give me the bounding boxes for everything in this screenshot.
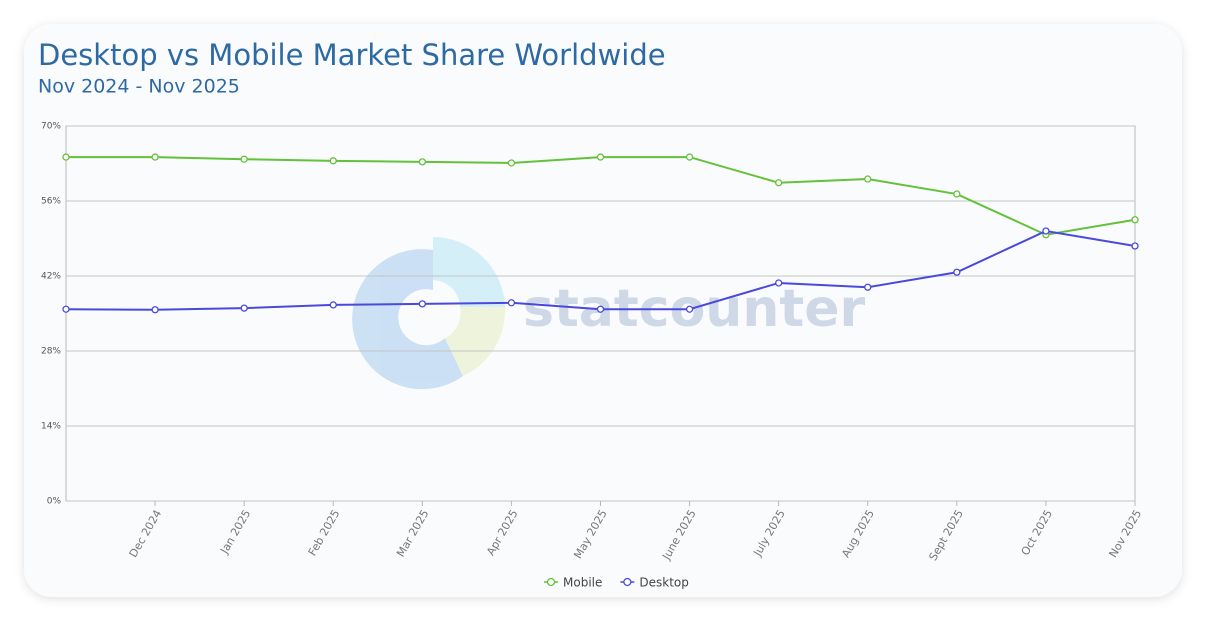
data-point <box>953 268 961 276</box>
y-tick-label: 56% <box>41 197 61 207</box>
watermark-logo <box>352 236 506 390</box>
data-point <box>1042 227 1050 235</box>
y-tick-label: 42% <box>41 272 61 282</box>
y-tick-label: 14% <box>41 422 61 432</box>
y-tick-label: 28% <box>41 347 61 357</box>
data-point <box>775 279 783 287</box>
data-point <box>62 153 70 161</box>
data-point <box>240 155 248 163</box>
data-point <box>596 153 605 161</box>
data-point <box>329 157 337 165</box>
data-point <box>1131 216 1139 224</box>
watermark: statcounter <box>523 279 865 339</box>
data-point <box>329 301 337 309</box>
data-point <box>507 159 516 167</box>
y-tick-label: 70% <box>41 122 61 132</box>
data-point <box>418 300 426 308</box>
data-point <box>596 305 605 313</box>
data-point <box>775 179 783 187</box>
data-point <box>864 283 872 291</box>
data-point <box>864 175 872 183</box>
chart-title: Desktop vs Mobile Market Share Worldwide <box>38 38 666 72</box>
data-point <box>151 306 159 314</box>
legend-label: Desktop <box>639 576 689 590</box>
data-point <box>151 153 159 161</box>
chart-subtitle: Nov 2024 - Nov 2025 <box>38 76 240 98</box>
data-point <box>62 305 70 313</box>
legend-marker <box>546 577 556 587</box>
data-point <box>953 190 961 198</box>
legend-label: Mobile <box>563 576 602 590</box>
legend-marker <box>623 577 632 587</box>
data-point <box>1131 242 1139 250</box>
data-point <box>240 304 248 312</box>
data-point <box>685 153 694 161</box>
legend: Mobile Desktop <box>544 576 689 590</box>
data-point <box>418 158 426 166</box>
data-point <box>685 305 694 313</box>
data-point <box>507 299 516 307</box>
y-tick-label: 0% <box>47 497 62 507</box>
